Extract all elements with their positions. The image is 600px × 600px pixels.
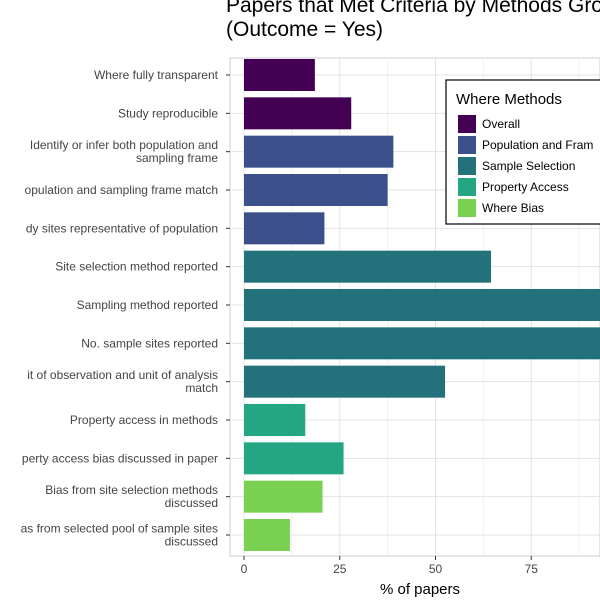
bar bbox=[244, 135, 394, 168]
x-tick-label: 75 bbox=[525, 562, 539, 576]
legend-key bbox=[458, 178, 476, 196]
category-label: Study reproducible bbox=[118, 106, 218, 120]
legend-label: Sample Selection bbox=[482, 159, 575, 173]
legend-key bbox=[458, 136, 476, 154]
legend-key bbox=[458, 199, 476, 217]
legend-title: Where Methods bbox=[456, 91, 562, 108]
bar bbox=[244, 480, 323, 513]
category-label: Sampling method reported bbox=[77, 298, 218, 312]
x-tick-label: 25 bbox=[333, 562, 347, 576]
legend-label: Overall bbox=[482, 117, 520, 131]
x-tick-label: 50 bbox=[429, 562, 443, 576]
bar bbox=[244, 59, 315, 91]
bar bbox=[244, 174, 388, 206]
bar bbox=[244, 97, 352, 130]
category-label: dy sites representative of population bbox=[26, 221, 218, 235]
legend-key bbox=[458, 157, 476, 175]
category-label: Bias from site selection methods discusse… bbox=[45, 483, 218, 510]
category-label: Property access in methods bbox=[70, 413, 218, 427]
category-label: Identify or infer both population and sam… bbox=[30, 138, 218, 165]
legend-key bbox=[458, 115, 476, 133]
legend-label: Where Bias bbox=[482, 201, 544, 215]
chart-title-line-2: (Outcome = Yes) bbox=[226, 18, 383, 41]
bar bbox=[244, 250, 492, 283]
bar bbox=[244, 442, 344, 475]
category-label: Where fully transparent bbox=[94, 68, 219, 82]
category-label: No. sample sites reported bbox=[81, 336, 218, 350]
bar bbox=[244, 212, 325, 245]
bar bbox=[244, 365, 446, 398]
bar bbox=[244, 404, 306, 436]
category-label: opulation and sampling frame match bbox=[25, 183, 218, 197]
bar bbox=[244, 289, 600, 321]
category-label: as from selected pool of sample sites dis… bbox=[21, 522, 218, 549]
legend-label: Property Access bbox=[482, 180, 569, 194]
bar bbox=[244, 519, 290, 551]
legend-label: Population and Fram bbox=[482, 138, 593, 152]
chart-title-line-1: Papers that Met Criteria by Methods Gro bbox=[226, 0, 600, 17]
x-axis-title: % of papers bbox=[380, 581, 460, 598]
category-label: perty access bias discussed in paper bbox=[22, 451, 218, 465]
category-label: it of observation and unit of analysis ma… bbox=[27, 368, 218, 395]
x-tick-label: 0 bbox=[241, 562, 248, 576]
bar bbox=[244, 327, 600, 360]
category-label: Site selection method reported bbox=[55, 260, 218, 274]
